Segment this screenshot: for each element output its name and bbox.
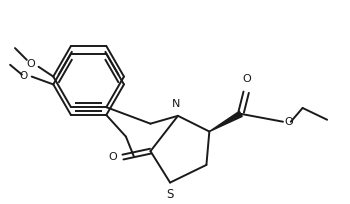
Polygon shape: [209, 111, 242, 132]
Text: O: O: [284, 117, 293, 127]
Text: O: O: [242, 74, 251, 84]
Text: N: N: [172, 99, 180, 109]
Text: S: S: [166, 188, 174, 202]
Text: O: O: [108, 152, 117, 162]
Text: O: O: [26, 59, 35, 69]
Text: O: O: [20, 71, 28, 81]
